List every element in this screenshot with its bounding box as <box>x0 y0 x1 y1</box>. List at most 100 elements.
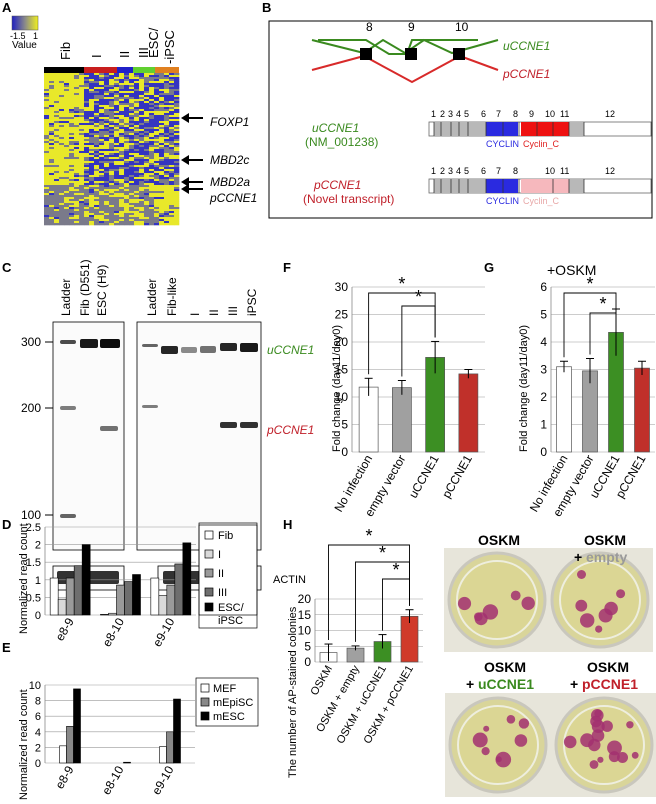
heatmap-cell <box>44 121 50 124</box>
heatmap-cell <box>54 173 60 176</box>
heatmap-cell <box>169 85 175 88</box>
heatmap-cell <box>89 147 95 150</box>
heatmap-cell <box>54 165 60 168</box>
heatmap-cell <box>64 181 70 184</box>
heatmap-cell <box>64 149 70 152</box>
heatmap-cell <box>129 149 135 152</box>
heatmap-cell <box>44 203 50 206</box>
heatmap-cell <box>59 201 65 204</box>
heatmap-cell <box>144 175 150 178</box>
heatmap-cell <box>74 79 80 82</box>
heatmap-cell <box>79 155 85 158</box>
heatmap-cell <box>54 215 60 218</box>
legend-d-swatch-i <box>204 549 214 559</box>
heatmap-cell <box>139 169 145 172</box>
heatmap-cell <box>169 73 175 76</box>
heatmap-cell <box>84 165 90 168</box>
heatmap-cell <box>74 189 80 192</box>
heatmap-cell <box>59 79 65 82</box>
heatmap-cell <box>169 183 175 186</box>
heatmap-cell <box>159 107 165 110</box>
heatmap-cell <box>54 169 60 172</box>
heatmap-cell <box>64 73 70 76</box>
heatmap-cell <box>69 127 75 130</box>
ytick-label: 1.5 <box>26 557 41 569</box>
heatmap-cell <box>139 75 145 78</box>
exon-number: 7 <box>496 166 501 176</box>
heatmap-cell <box>89 163 95 166</box>
heatmap-cell <box>44 199 50 202</box>
heatmap-cell <box>64 137 70 140</box>
heatmap-cell <box>119 111 125 114</box>
heatmap-col-iii: III <box>136 47 151 58</box>
heatmap-cell <box>109 113 115 116</box>
heatmap-cell <box>79 159 85 162</box>
heatmap-cell <box>64 177 70 180</box>
heatmap-cell <box>69 87 75 90</box>
heatmap-cell <box>109 209 115 212</box>
heatmap-cell <box>44 165 50 168</box>
heatmap-cell <box>164 205 170 208</box>
legend-d-ii: II <box>218 568 224 580</box>
heatmap-cell <box>144 203 150 206</box>
heatmap-cell <box>59 211 65 214</box>
heatmap-cell <box>79 217 85 220</box>
heatmap-cell <box>49 125 55 128</box>
heatmap-cell <box>149 213 155 216</box>
ap-colony <box>597 756 604 763</box>
heatmap-cell <box>54 135 60 138</box>
heatmap-cell <box>174 101 180 104</box>
heatmap-cell <box>119 101 125 104</box>
heatmap-cell <box>49 81 55 84</box>
heatmap-cell <box>144 137 150 140</box>
heatmap-cell <box>164 211 170 214</box>
heatmap-cell <box>109 207 115 210</box>
heatmap-cell <box>84 181 90 184</box>
heatmap-cell <box>54 105 60 108</box>
heatmap-cell <box>64 201 70 204</box>
heatmap-cell <box>49 163 55 166</box>
heatmap-cell <box>84 147 90 150</box>
heatmap-cell <box>64 119 70 122</box>
heatmap-cell <box>44 151 50 154</box>
heatmap-cell <box>69 81 75 84</box>
heatmap-cell <box>89 213 95 216</box>
heatmap-cell <box>54 95 60 98</box>
heatmap-cell <box>174 99 180 102</box>
heatmap-cell <box>154 173 160 176</box>
heatmap-cell <box>99 221 105 224</box>
heatmap-cell <box>89 159 95 162</box>
heatmap-cell <box>44 91 50 94</box>
heatmap-cell <box>139 99 145 102</box>
heatmap-cell <box>114 173 120 176</box>
heatmap-cell <box>149 87 155 90</box>
heatmap-cell <box>49 219 55 222</box>
heatmap-cell <box>144 77 150 80</box>
heatmap-cell <box>74 75 80 78</box>
heatmap-cell <box>99 115 105 118</box>
heatmap-cell <box>159 153 165 156</box>
heatmap-cell <box>94 133 100 136</box>
heatmap-cell <box>149 197 155 200</box>
bar-esc-ipsc <box>182 542 192 616</box>
heatmap-cell <box>109 129 115 132</box>
heatmap-cell <box>99 159 105 162</box>
heatmap-cell <box>74 143 80 146</box>
heatmap-cell <box>114 189 120 192</box>
heatmap-cell <box>164 187 170 190</box>
heatmap-cell <box>59 121 65 124</box>
heatmap-cell <box>59 223 65 226</box>
heatmap-cell <box>89 183 95 186</box>
heatmap-cell <box>114 137 120 140</box>
heatmap-cell <box>79 99 85 102</box>
heatmap-cell <box>149 169 155 172</box>
heatmap-cell <box>49 175 55 178</box>
heatmap-cell <box>164 73 170 76</box>
heatmap-cell <box>59 159 65 162</box>
heatmap-cell <box>149 99 155 102</box>
heatmap-cell <box>69 147 75 150</box>
heatmap-cell <box>59 93 65 96</box>
heatmap-cell <box>149 191 155 194</box>
heatmap-cell <box>99 149 105 152</box>
heatmap-cell <box>99 135 105 138</box>
